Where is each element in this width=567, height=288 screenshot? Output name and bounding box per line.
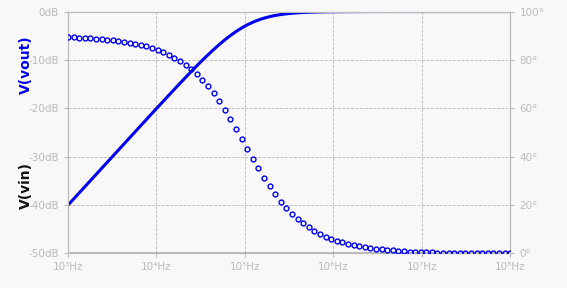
Text: V(vout): V(vout) [19,35,33,94]
Text: V(vin): V(vin) [19,162,33,209]
